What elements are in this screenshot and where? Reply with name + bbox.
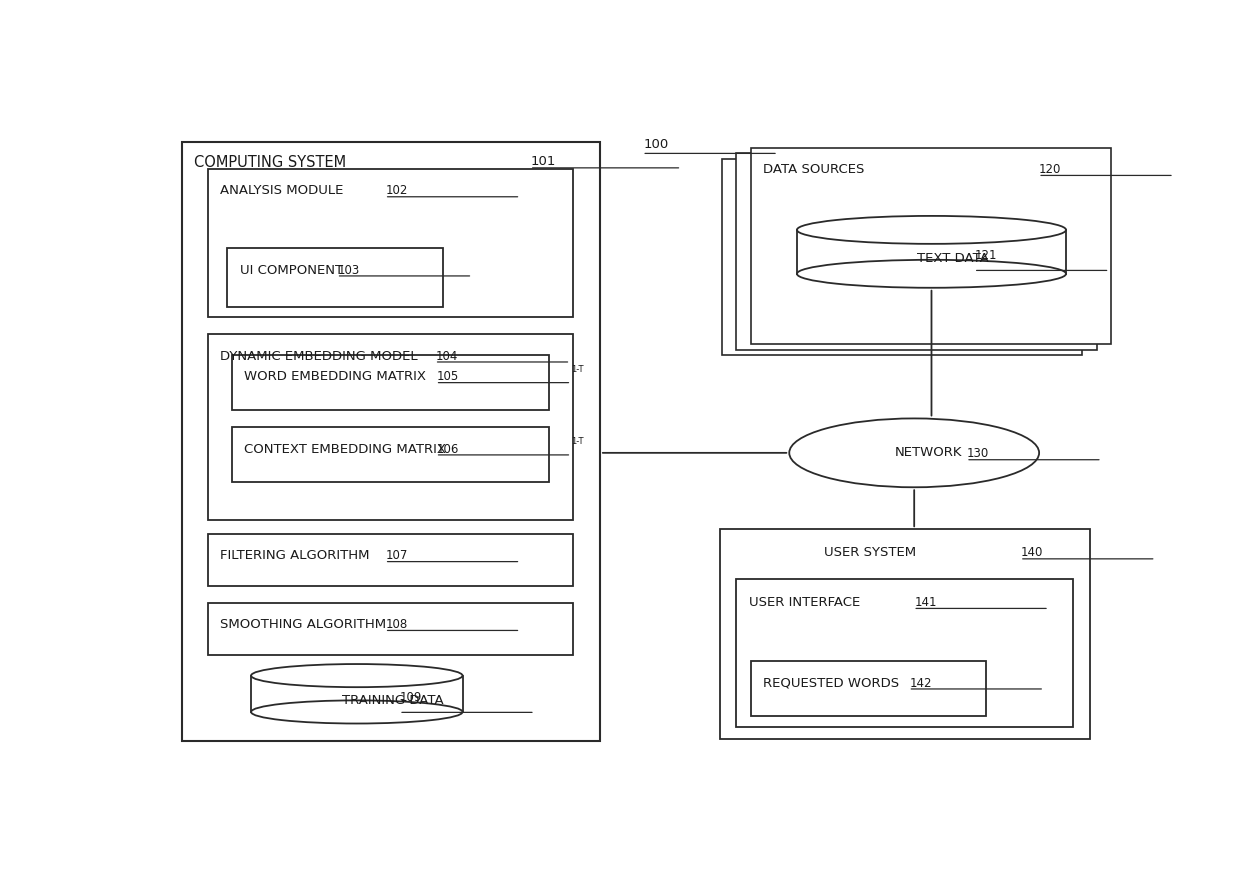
Bar — [208, 534, 573, 586]
Bar — [737, 578, 1073, 727]
Bar — [232, 427, 549, 483]
Text: DYNAMIC EMBEDDING MODEL: DYNAMIC EMBEDDING MODEL — [221, 350, 418, 363]
Text: UI COMPONENT: UI COMPONENT — [239, 264, 342, 276]
Bar — [208, 169, 573, 317]
Text: 107: 107 — [386, 549, 408, 562]
Ellipse shape — [797, 260, 1066, 288]
Bar — [208, 334, 573, 520]
Text: 142: 142 — [909, 677, 932, 689]
Text: SMOOTHING ALGORITHM: SMOOTHING ALGORITHM — [221, 618, 387, 631]
Bar — [208, 603, 573, 654]
Text: 104: 104 — [435, 350, 458, 363]
Ellipse shape — [797, 216, 1066, 244]
Text: 105: 105 — [436, 370, 459, 384]
Text: 103: 103 — [337, 264, 360, 276]
Text: 140: 140 — [1021, 546, 1043, 560]
Text: WORD EMBEDDING MATRIX: WORD EMBEDDING MATRIX — [244, 370, 427, 384]
Text: USER INTERFACE: USER INTERFACE — [749, 596, 861, 609]
Text: ANALYSIS MODULE: ANALYSIS MODULE — [221, 184, 343, 198]
Text: 106: 106 — [436, 443, 459, 456]
Bar — [751, 662, 986, 716]
Text: 102: 102 — [386, 184, 408, 198]
Bar — [797, 230, 1066, 274]
Text: 1-T: 1-T — [572, 365, 584, 374]
Text: 101: 101 — [531, 156, 556, 168]
Bar — [232, 355, 549, 410]
Text: 109: 109 — [401, 691, 423, 704]
Text: 1-T: 1-T — [572, 437, 584, 446]
Text: CONTEXT EMBEDDING MATRIX: CONTEXT EMBEDDING MATRIX — [244, 443, 446, 456]
Bar — [250, 676, 463, 712]
Text: DATA SOURCES: DATA SOURCES — [764, 163, 864, 176]
Bar — [720, 529, 1090, 739]
Text: 141: 141 — [914, 596, 936, 609]
Bar — [737, 154, 1096, 350]
Ellipse shape — [250, 700, 463, 723]
Text: 120: 120 — [1039, 163, 1061, 176]
Text: USER SYSTEM: USER SYSTEM — [823, 546, 916, 560]
Text: TEXT DATA: TEXT DATA — [918, 252, 990, 266]
Text: 100: 100 — [644, 139, 668, 151]
Text: TRAINING DATA: TRAINING DATA — [342, 694, 444, 707]
Text: NETWORK: NETWORK — [895, 446, 962, 460]
Text: FILTERING ALGORITHM: FILTERING ALGORITHM — [221, 549, 370, 562]
Ellipse shape — [789, 418, 1039, 487]
Text: 121: 121 — [975, 249, 997, 262]
Bar — [722, 159, 1083, 355]
Ellipse shape — [250, 664, 463, 687]
Text: REQUESTED WORDS: REQUESTED WORDS — [764, 677, 899, 689]
Bar — [182, 142, 600, 740]
Text: 130: 130 — [967, 447, 990, 460]
Text: COMPUTING SYSTEM: COMPUTING SYSTEM — [195, 156, 346, 171]
Text: 108: 108 — [386, 618, 408, 631]
Bar — [227, 249, 444, 307]
Bar — [751, 148, 1111, 344]
